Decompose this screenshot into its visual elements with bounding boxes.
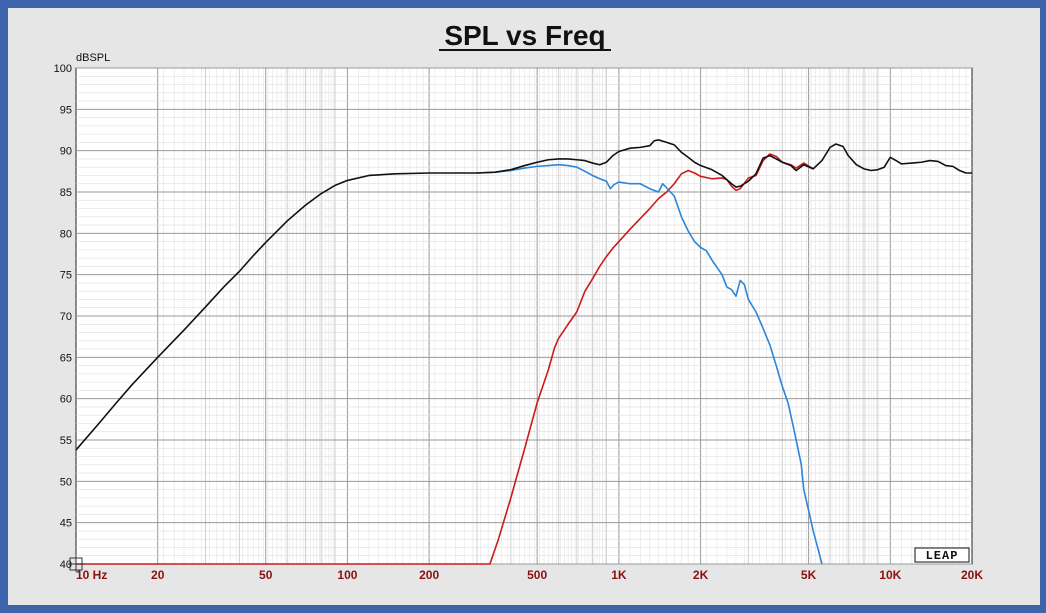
x-axis-ticks: 10 Hz 20 50 100 200 500 1K 2K 5K 10K 20K	[76, 568, 983, 582]
y-axis-ticks: 100 95 90 85 80 75 70 65 60 55 50 45 40	[54, 63, 72, 571]
x-tick-label: 20	[151, 568, 165, 582]
x-tick-label: 200	[419, 568, 439, 582]
y-tick-label: 75	[60, 270, 72, 282]
series-group	[75, 139, 972, 565]
y-tick-label: 70	[60, 311, 72, 323]
y-tick-label: 55	[60, 435, 72, 447]
x-tick-label: 1K	[611, 568, 627, 582]
y-tick-label: 65	[60, 352, 72, 364]
x-tick-label: 50	[259, 568, 273, 582]
chart-title: SPL vs Freq	[444, 20, 605, 51]
x-tick-label: 10 Hz	[76, 568, 107, 582]
y-tick-label: 95	[60, 104, 72, 116]
y-tick-label: 85	[60, 187, 72, 199]
cursor-crosshair-icon	[68, 556, 84, 572]
x-tick-label: 5K	[801, 568, 817, 582]
leap-logo: LEAP	[914, 547, 970, 563]
leap-logo-text: LEAP	[926, 549, 959, 563]
x-tick-label: 100	[337, 568, 357, 582]
x-tick-label: 2K	[693, 568, 709, 582]
grid	[76, 67, 972, 565]
series-line-1	[476, 163, 823, 565]
y-tick-label: 45	[60, 518, 72, 530]
y-tick-label: 90	[60, 146, 72, 158]
spl-chart: SPL vs Freq dBSPL 100 95 90 85 80 75 70 65 60 55 5…	[54, 20, 984, 582]
series-line-0	[75, 139, 972, 451]
y-tick-label: 60	[60, 394, 72, 406]
y-tick-label: 80	[60, 228, 72, 240]
y-axis-unit-label: dBSPL	[76, 52, 110, 64]
x-tick-label: 10K	[879, 568, 901, 582]
series-line-2	[76, 153, 814, 565]
y-tick-label: 40	[60, 559, 72, 571]
y-tick-label: 50	[60, 476, 72, 488]
x-tick-label: 20K	[961, 568, 983, 582]
chart-panel: SPL vs Freq dBSPL 100 95 90 85 80 75 70 65 60 55 5…	[8, 8, 1040, 605]
x-tick-label: 500	[527, 568, 547, 582]
y-tick-label: 100	[54, 63, 72, 75]
